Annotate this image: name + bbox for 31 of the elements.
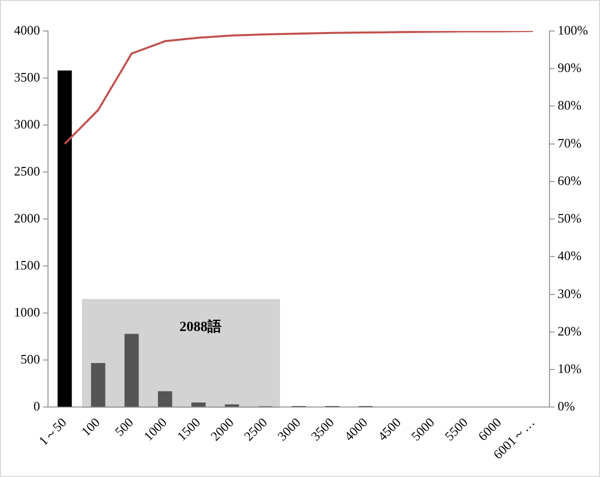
- x-tick-label: 100: [78, 414, 103, 440]
- y2-tick-label: 50%: [558, 210, 582, 226]
- y2-tick-label: 40%: [558, 248, 582, 264]
- bar: [158, 391, 172, 407]
- y-tick-label: 1500: [14, 258, 40, 273]
- y2-tick-label: 0%: [558, 398, 576, 414]
- y2-tick-label: 20%: [558, 323, 582, 338]
- x-tick-label: 4000: [341, 414, 370, 444]
- y2-tick-label: 90%: [558, 60, 582, 76]
- y-tick-label: 3500: [14, 69, 40, 84]
- y-tick-label: 1000: [14, 304, 40, 320]
- y-tick-label: 2000: [14, 210, 40, 226]
- bar: [124, 334, 139, 407]
- bar: [91, 362, 106, 407]
- y2-tick-label: 100%: [558, 22, 588, 38]
- x-tick-label: 4500: [374, 414, 404, 444]
- y-tick-label: 500: [20, 352, 40, 367]
- y-tick-label: 2500: [14, 163, 40, 178]
- y-tick-label: 0: [34, 398, 40, 414]
- bar: [191, 402, 206, 407]
- y-tick-label: 3000: [14, 116, 40, 132]
- x-tick-label: 500: [112, 414, 136, 440]
- annotation: 2088語: [180, 318, 222, 336]
- y2-tick-label: 60%: [558, 172, 582, 188]
- y-tick-label: 4000: [14, 22, 40, 38]
- y2-tick-label: 80%: [558, 98, 582, 113]
- x-tick-label: 1～50: [36, 414, 70, 448]
- bar: [58, 70, 72, 407]
- y2-tick-label: 30%: [558, 286, 582, 301]
- y2-tick-label: 70%: [558, 135, 582, 150]
- y2-tick-label: 10%: [558, 361, 582, 376]
